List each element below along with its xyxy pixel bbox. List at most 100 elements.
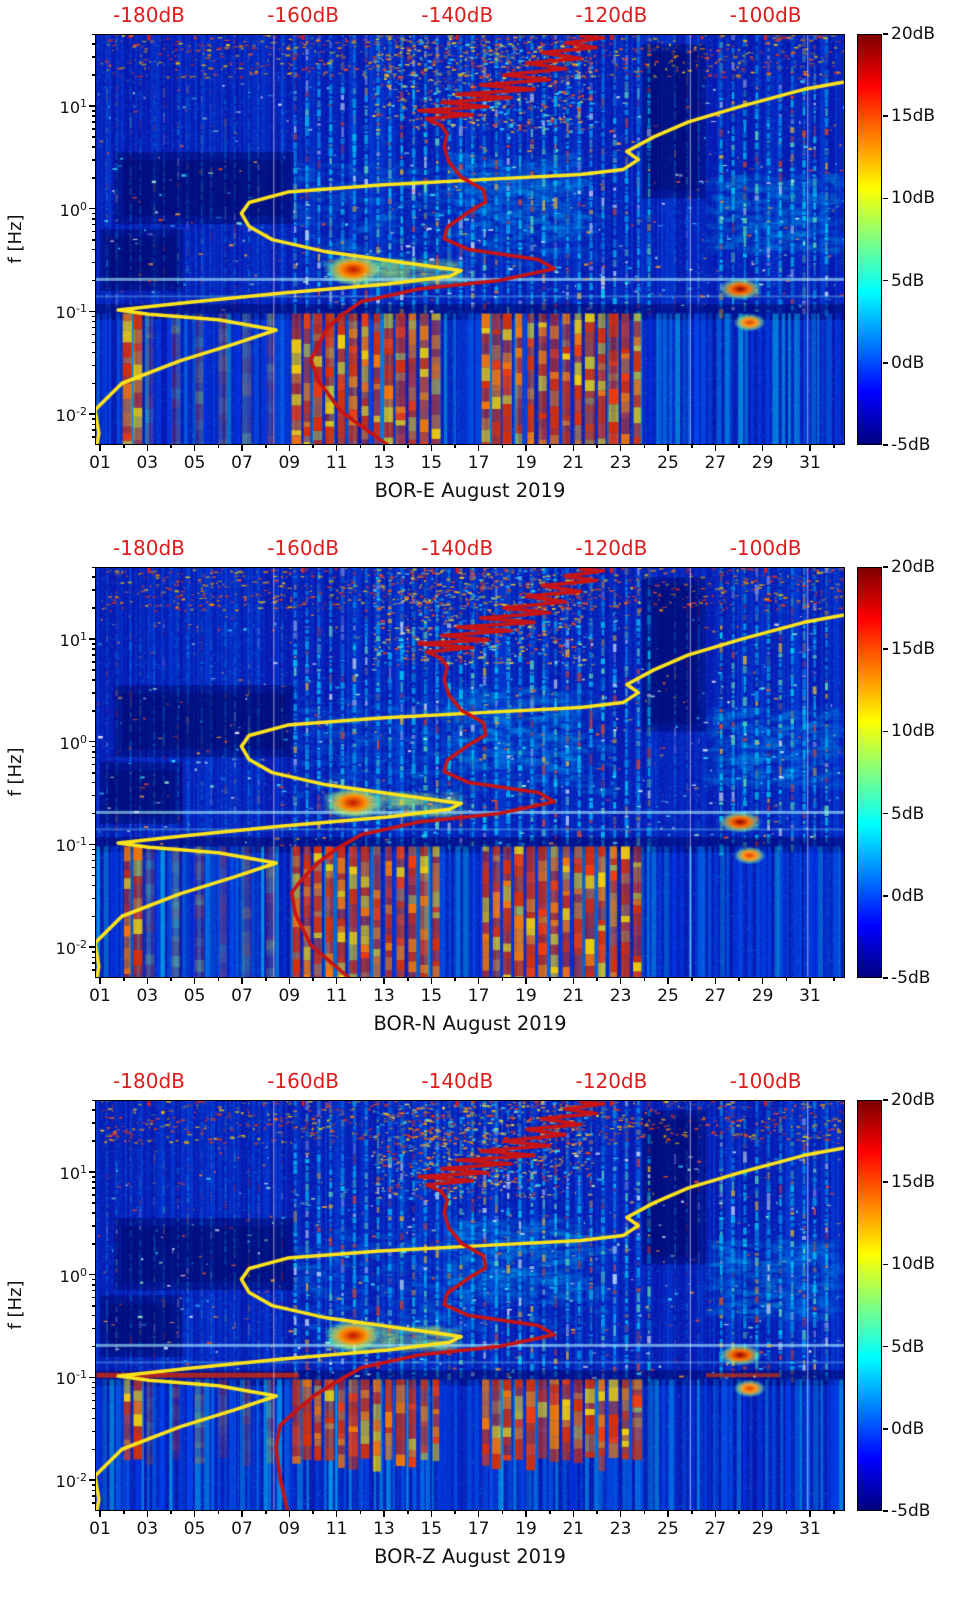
y-axis-minor-tick: [92, 969, 95, 971]
x-axis-minor-tick: [596, 978, 598, 981]
x-axis-tick: [667, 978, 669, 984]
panel-bor-e: f [Hz] BOR-E August 2019 -180dB -160dB -14…: [0, 0, 962, 533]
colorbar-tick: [883, 648, 888, 650]
x-axis-tick: [383, 1511, 385, 1517]
y-axis-minor-tick: [92, 1099, 95, 1101]
x-axis-minor-tick: [123, 1511, 125, 1514]
y-axis-minor-tick: [92, 1381, 95, 1384]
top-axis-tick-label: -120dB: [575, 1069, 648, 1093]
x-axis-minor-tick: [359, 445, 362, 448]
x-axis-tick-label: 31: [799, 986, 821, 1006]
x-axis-tick-label: 09: [278, 986, 301, 1006]
top-axis-tick-label: -120dB: [575, 3, 648, 27]
y-axis-minor-tick: [92, 320, 95, 323]
y-axis-minor-tick: [92, 33, 95, 35]
y-axis-minor-tick: [92, 915, 95, 918]
x-axis-minor-tick: [643, 1511, 646, 1514]
top-axis-tick-label: -180dB: [113, 1069, 185, 1093]
x-axis-tick: [761, 445, 764, 451]
colorbar-tick: [883, 1263, 888, 1266]
x-axis-tick: [430, 445, 433, 451]
y-axis-minor-tick: [92, 1181, 95, 1183]
spectrogram-canvas-bor-e: [95, 34, 845, 445]
y-axis-minor-tick: [92, 1109, 95, 1111]
x-axis-tick: [430, 1511, 433, 1517]
top-axis-tick-label: -180dB: [113, 536, 185, 560]
y-axis-tick-label: 10-2: [55, 405, 87, 426]
x-axis-tick: [193, 978, 196, 984]
x-axis-tick-label: 21: [562, 986, 585, 1006]
x-axis-minor-tick: [407, 1511, 409, 1514]
y-axis-minor-tick: [92, 1314, 95, 1317]
colorbar-tick-label: -5dB: [891, 1501, 931, 1521]
x-axis-minor-tick: [217, 978, 220, 981]
y-axis-tick: [89, 1171, 95, 1173]
x-axis-tick: [477, 978, 480, 984]
y-axis-minor-tick: [92, 341, 95, 344]
x-axis-minor-tick: [359, 978, 362, 981]
y-axis-tick: [89, 946, 95, 948]
colorbar-tick: [883, 812, 888, 815]
y-axis-minor-tick: [92, 115, 95, 117]
colorbar-gradient: [857, 567, 882, 978]
y-axis-minor-tick: [92, 110, 95, 112]
x-axis-minor-tick: [217, 445, 220, 448]
x-axis-tick: [477, 1511, 480, 1517]
y-axis-minor-tick: [92, 576, 95, 578]
y-axis-minor-tick: [92, 1187, 95, 1189]
y-axis-minor-tick: [92, 763, 95, 766]
y-axis-minor-tick: [92, 1289, 95, 1292]
x-axis-minor-tick: [312, 978, 314, 981]
y-axis-minor-tick: [92, 382, 95, 385]
x-axis-tick-label: 23: [609, 453, 632, 473]
colorbar-tick-label: 5dB: [891, 803, 925, 824]
x-axis-tick: [335, 445, 338, 451]
x-axis-minor-tick: [643, 445, 646, 448]
panel-title: BOR-E August 2019: [374, 479, 566, 502]
x-axis-tick-label: 11: [325, 986, 348, 1006]
spectrogram-canvas-bor-z: [95, 1100, 845, 1511]
top-axis-tick-label: -100dB: [729, 3, 802, 27]
x-axis-tick: [619, 1511, 622, 1517]
x-axis-tick: [619, 978, 622, 984]
colorbar-tick-label: 0dB: [891, 885, 925, 906]
y-axis-tick-label: 101: [59, 96, 87, 118]
colorbar-tick: [883, 730, 888, 733]
top-axis-tick-label: -100dB: [729, 1069, 802, 1093]
x-axis-minor-tick: [170, 978, 172, 981]
x-axis-minor-tick: [833, 978, 835, 981]
x-axis-minor-tick: [217, 1511, 220, 1514]
x-axis-tick: [99, 1511, 101, 1517]
x-axis-minor-tick: [833, 1511, 835, 1514]
colorbar-tick-label: 10dB: [891, 721, 936, 742]
y-axis-minor-tick: [92, 1392, 95, 1395]
x-axis-tick-label: 27: [704, 986, 727, 1006]
y-axis-minor-tick: [92, 956, 95, 959]
y-axis-minor-tick: [92, 1296, 95, 1299]
y-axis-minor-tick: [92, 1345, 95, 1348]
y-axis-minor-tick: [92, 751, 95, 753]
x-axis-tick-label: 25: [657, 1519, 679, 1539]
x-axis-tick: [99, 445, 101, 451]
x-axis-tick-label: 07: [231, 1519, 253, 1539]
x-axis-tick: [241, 445, 243, 451]
x-axis-tick: [193, 445, 196, 451]
x-axis-minor-tick: [691, 978, 693, 981]
x-axis-tick: [809, 978, 811, 984]
colorbar-tick: [883, 566, 888, 568]
x-axis-tick-label: 23: [609, 986, 632, 1006]
y-axis-minor-tick: [92, 772, 95, 774]
x-axis-minor-tick: [312, 1511, 314, 1514]
y-axis-minor-tick: [92, 1489, 95, 1492]
x-axis-tick: [146, 1511, 149, 1517]
y-axis-minor-tick: [92, 1122, 95, 1124]
top-axis-tick-label: -160dB: [267, 536, 340, 560]
colorbar-gradient: [857, 1100, 882, 1511]
x-axis-minor-tick: [738, 1511, 740, 1514]
x-axis-tick-label: 01: [89, 986, 111, 1006]
x-axis-tick: [714, 978, 717, 984]
y-axis-tick: [89, 207, 95, 210]
y-axis-minor-tick: [92, 874, 95, 877]
top-axis-tick-label: -100dB: [729, 536, 802, 560]
y-axis-minor-tick: [92, 661, 95, 663]
